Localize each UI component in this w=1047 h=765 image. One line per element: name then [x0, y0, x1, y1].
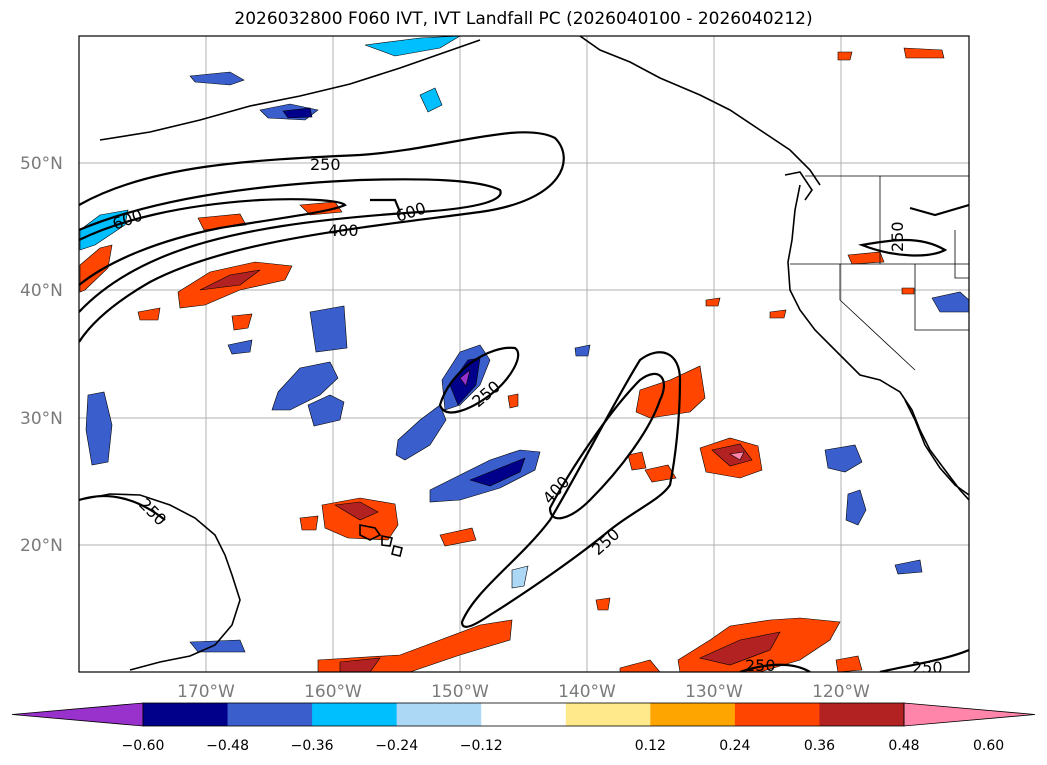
lat-label: 40°N — [20, 281, 63, 301]
colorbar-tick-label: −0.48 — [206, 738, 249, 754]
lat-label: 30°N — [20, 409, 63, 429]
colorbar-segment — [565, 703, 651, 726]
contour-label: 250 — [912, 658, 943, 677]
lon-label: 140°W — [558, 682, 616, 702]
map-frame — [78, 35, 970, 673]
lat-label: 50°N — [20, 154, 63, 174]
colorbar-tick-label: −0.24 — [375, 738, 418, 754]
map-title: 2026032800 F060 IVT, IVT Landfall PC (20… — [234, 9, 813, 29]
negative-pc-regions — [79, 36, 969, 653]
positive-pc-regions — [79, 47, 945, 672]
colorbar-tick-label: 0.60 — [973, 738, 1004, 754]
latitude-labels: 50°N 40°N 30°N 20°N — [20, 154, 63, 556]
colorbar-frame — [142, 702, 905, 727]
contour-label: 250 — [745, 656, 776, 675]
contour-label: 250 — [310, 155, 341, 174]
lat-label: 20°N — [20, 536, 63, 556]
colorbar-segment — [734, 703, 820, 726]
colorbar-tick-label: −0.60 — [122, 738, 165, 754]
colorbar-extend-low — [11, 702, 144, 727]
colorbar-segment — [143, 703, 229, 726]
colorbar-tick-label: −0.36 — [291, 738, 334, 754]
colorbar-segment — [396, 703, 482, 726]
colorbar-tick-label: 0.24 — [719, 738, 750, 754]
ivt-contours — [79, 131, 969, 672]
colorbar-segment — [481, 703, 567, 726]
lon-label: 120°W — [812, 682, 870, 702]
colorbar-tick-label: 0.12 — [635, 738, 666, 754]
contour-label: 250 — [888, 221, 907, 252]
lon-label: 130°W — [685, 682, 743, 702]
contour-label: 400 — [328, 221, 359, 240]
longitude-labels: 170°W 160°W 150°W 140°W 130°W 120°W — [177, 682, 870, 702]
state-borders — [790, 175, 969, 371]
lon-label: 160°W — [304, 682, 362, 702]
colorbar-segment — [227, 703, 313, 726]
colorbar-extend-high — [903, 702, 1036, 727]
lon-label: 170°W — [177, 682, 235, 702]
colorbar-tick-label: 0.36 — [804, 738, 835, 754]
map-background — [79, 36, 969, 672]
colorbar-segment — [312, 703, 398, 726]
colorbar-tick-label: −0.12 — [460, 738, 503, 754]
colorbar-segment — [650, 703, 736, 726]
lon-label: 150°W — [431, 682, 489, 702]
colorbar-tick-label: 0.48 — [888, 738, 919, 754]
coastlines — [79, 36, 969, 671]
colorbar-segment — [819, 703, 905, 726]
colorbar: −0.60 −0.48 −0.36 −0.24 −0.12 0.12 0.24 0.36 0.4… — [11, 702, 1036, 754]
